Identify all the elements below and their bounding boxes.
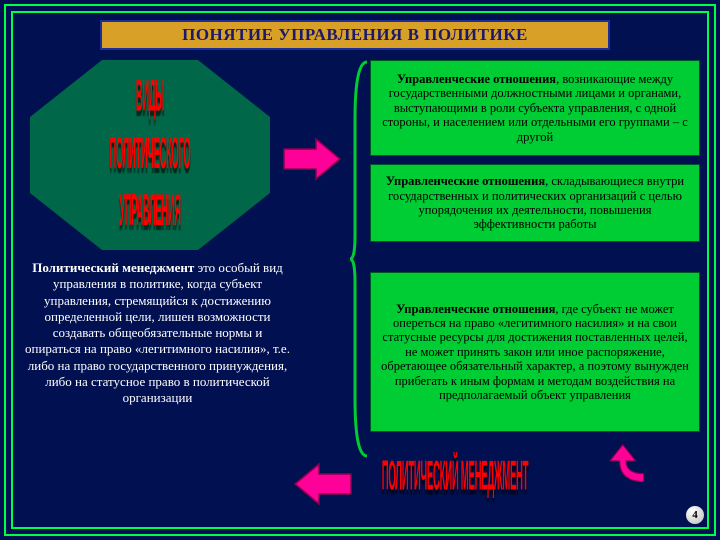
box3-rest: , где субъект не может опереться на прав… <box>381 302 689 402</box>
left-body-bold: Политический менеджмент <box>32 260 194 275</box>
octagon-label: ВИДЫ ПОЛИТИЧЕСКОГО УПРАВЛЕНИЯ <box>95 69 205 241</box>
relation-box-3: Управленческие отношения, где субъект не… <box>370 272 700 432</box>
box1-bold: Управленческие отношения <box>397 72 556 86</box>
page-number: 4 <box>692 509 698 521</box>
arrow-left-icon <box>293 460 353 508</box>
arrow-up-curved-icon <box>596 440 656 488</box>
left-definition: Политический менеджмент это особый вид у… <box>25 260 290 406</box>
slide-title: ПОНЯТИЕ УПРАВЛЕНИЯ В ПОЛИТИКЕ <box>100 20 610 50</box>
slide-title-text: ПОНЯТИЕ УПРАВЛЕНИЯ В ПОЛИТИКЕ <box>182 25 528 45</box>
pm-label: ПОЛИТИЧЕСКИЙ МЕНЕДЖМЕНТ <box>371 456 539 503</box>
octagon-shape: ВИДЫ ПОЛИТИЧЕСКОГО УПРАВЛЕНИЯ <box>30 60 270 250</box>
left-body-rest: это особый вид управления в политике, ко… <box>25 260 290 405</box>
box2-bold: Управленческие отношения <box>386 174 545 188</box>
box3-bold: Управленческие отношения <box>396 302 555 316</box>
bracket-icon <box>349 60 367 458</box>
relation-box-2: Управленческие отношения, складывающиеся… <box>370 164 700 242</box>
arrow-right-icon <box>282 135 342 183</box>
page-number-badge: 4 <box>686 506 704 524</box>
relation-box-1: Управленческие отношения, возникающие ме… <box>370 60 700 156</box>
